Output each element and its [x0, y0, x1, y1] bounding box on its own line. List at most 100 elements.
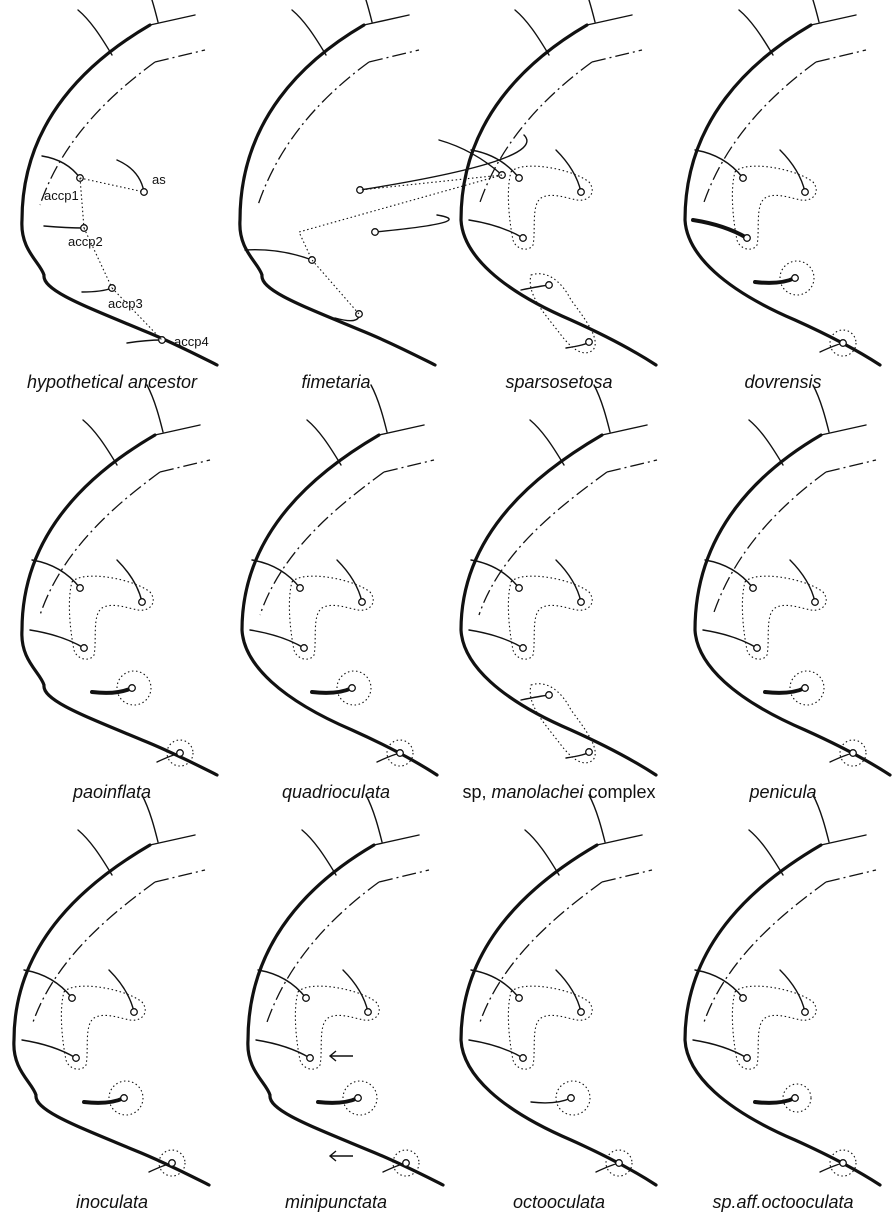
dotted-ring — [779, 260, 815, 296]
seta-socket — [306, 1054, 314, 1062]
dotted-ring — [605, 1149, 633, 1177]
species-caption: penicula — [671, 782, 895, 803]
head-diagram-panel: octooculata — [447, 794, 671, 1230]
head-outline — [246, 843, 445, 1187]
seta-socket — [296, 584, 304, 592]
inner-suture — [702, 881, 827, 1026]
seta — [21, 1039, 77, 1059]
head-diagram-panel: penicula — [671, 384, 895, 820]
inner-suture-right — [154, 869, 206, 883]
seta-socket — [348, 684, 356, 692]
head-diagram-panel: sparsosetosa — [447, 0, 671, 410]
seta — [555, 559, 582, 603]
inner-suture — [478, 881, 603, 1026]
seta — [753, 1096, 797, 1105]
caption-part: paoinflata — [72, 782, 152, 802]
top-bristle — [77, 829, 113, 876]
seta-socket — [80, 644, 88, 652]
seta-socket — [355, 310, 363, 318]
top-bristle — [514, 9, 550, 56]
head-outline — [459, 843, 658, 1187]
inner-suture-right — [815, 49, 867, 63]
inner-suture — [712, 471, 827, 616]
head-border-right — [154, 424, 201, 436]
head-outline — [459, 433, 658, 777]
dotted-ring — [782, 1083, 812, 1113]
head-border-right — [820, 834, 867, 846]
caption-part: minipunctata — [284, 1192, 388, 1212]
connection-line — [359, 174, 503, 191]
seta — [470, 559, 520, 589]
seta — [249, 629, 305, 649]
inner-suture-right — [378, 869, 430, 883]
seta-socket — [743, 234, 751, 242]
top-bristle — [141, 794, 159, 843]
caption-part: sparsosetosa — [505, 372, 613, 392]
top-bristle — [812, 384, 830, 433]
head-outline — [20, 23, 219, 367]
inner-suture-right — [159, 459, 211, 473]
seta — [555, 969, 582, 1013]
seta-socket — [577, 1008, 585, 1016]
inner-suture-right — [601, 869, 653, 883]
head-diagram — [12, 794, 211, 1187]
head-diagram-panel: paoinflata — [0, 384, 224, 820]
seta-socket — [545, 691, 553, 699]
head-outline — [693, 433, 892, 777]
head-border-right — [810, 14, 857, 26]
top-bristle — [812, 0, 820, 23]
top-bristle — [588, 0, 596, 23]
dotted-lobe — [60, 985, 146, 1070]
accp2-seta — [43, 225, 85, 229]
dotted-ring — [386, 739, 414, 767]
dotted-ring — [829, 1149, 857, 1177]
head-border-right — [586, 14, 633, 26]
dotted-lobe — [294, 985, 380, 1070]
inner-suture — [702, 61, 817, 206]
dotted-ring — [158, 1149, 186, 1177]
seta — [244, 249, 313, 261]
dotted-lobe — [731, 985, 817, 1070]
arrow-indicator — [328, 1150, 353, 1162]
seta-socket — [130, 1008, 138, 1016]
seta-socket — [515, 174, 523, 182]
seta-socket — [791, 1094, 799, 1102]
head-diagram-panel: dovrensis — [671, 0, 895, 410]
head-diagram-panel: minipunctata — [224, 794, 448, 1230]
accp4-seta — [126, 339, 163, 344]
seta-socket — [120, 1094, 128, 1102]
head-diagram — [459, 384, 658, 777]
seta-socket — [371, 228, 379, 236]
inner-suture — [259, 471, 385, 616]
seta-socket — [791, 274, 799, 282]
species-caption: dovrensis — [671, 372, 895, 393]
head-diagram — [683, 794, 882, 1187]
top-bristle — [82, 419, 118, 466]
dotted-lobe — [731, 165, 817, 250]
seta-socket — [140, 188, 148, 196]
inner-suture — [39, 61, 156, 206]
head-diagram — [238, 0, 528, 367]
seta — [555, 149, 582, 193]
seta — [753, 276, 797, 285]
inner-suture-right — [154, 49, 206, 63]
species-caption: octooculata — [447, 1192, 671, 1213]
dotted-ring — [336, 670, 372, 706]
seta — [520, 284, 550, 291]
seta — [316, 1096, 360, 1105]
head-outline — [683, 23, 882, 367]
seta — [468, 629, 524, 649]
inner-suture-right — [383, 459, 435, 473]
dotted-ring — [392, 1149, 420, 1177]
dotted-ring — [555, 1080, 591, 1116]
caption-part: dovrensis — [744, 372, 822, 392]
top-bristle — [291, 9, 327, 56]
seta-socket — [801, 188, 809, 196]
seta-socket — [577, 598, 585, 606]
head-border-right — [596, 834, 643, 846]
seta-socket — [402, 1159, 410, 1167]
head-outline — [459, 23, 658, 367]
seta-socket — [519, 1054, 527, 1062]
seta-socket — [739, 994, 747, 1002]
